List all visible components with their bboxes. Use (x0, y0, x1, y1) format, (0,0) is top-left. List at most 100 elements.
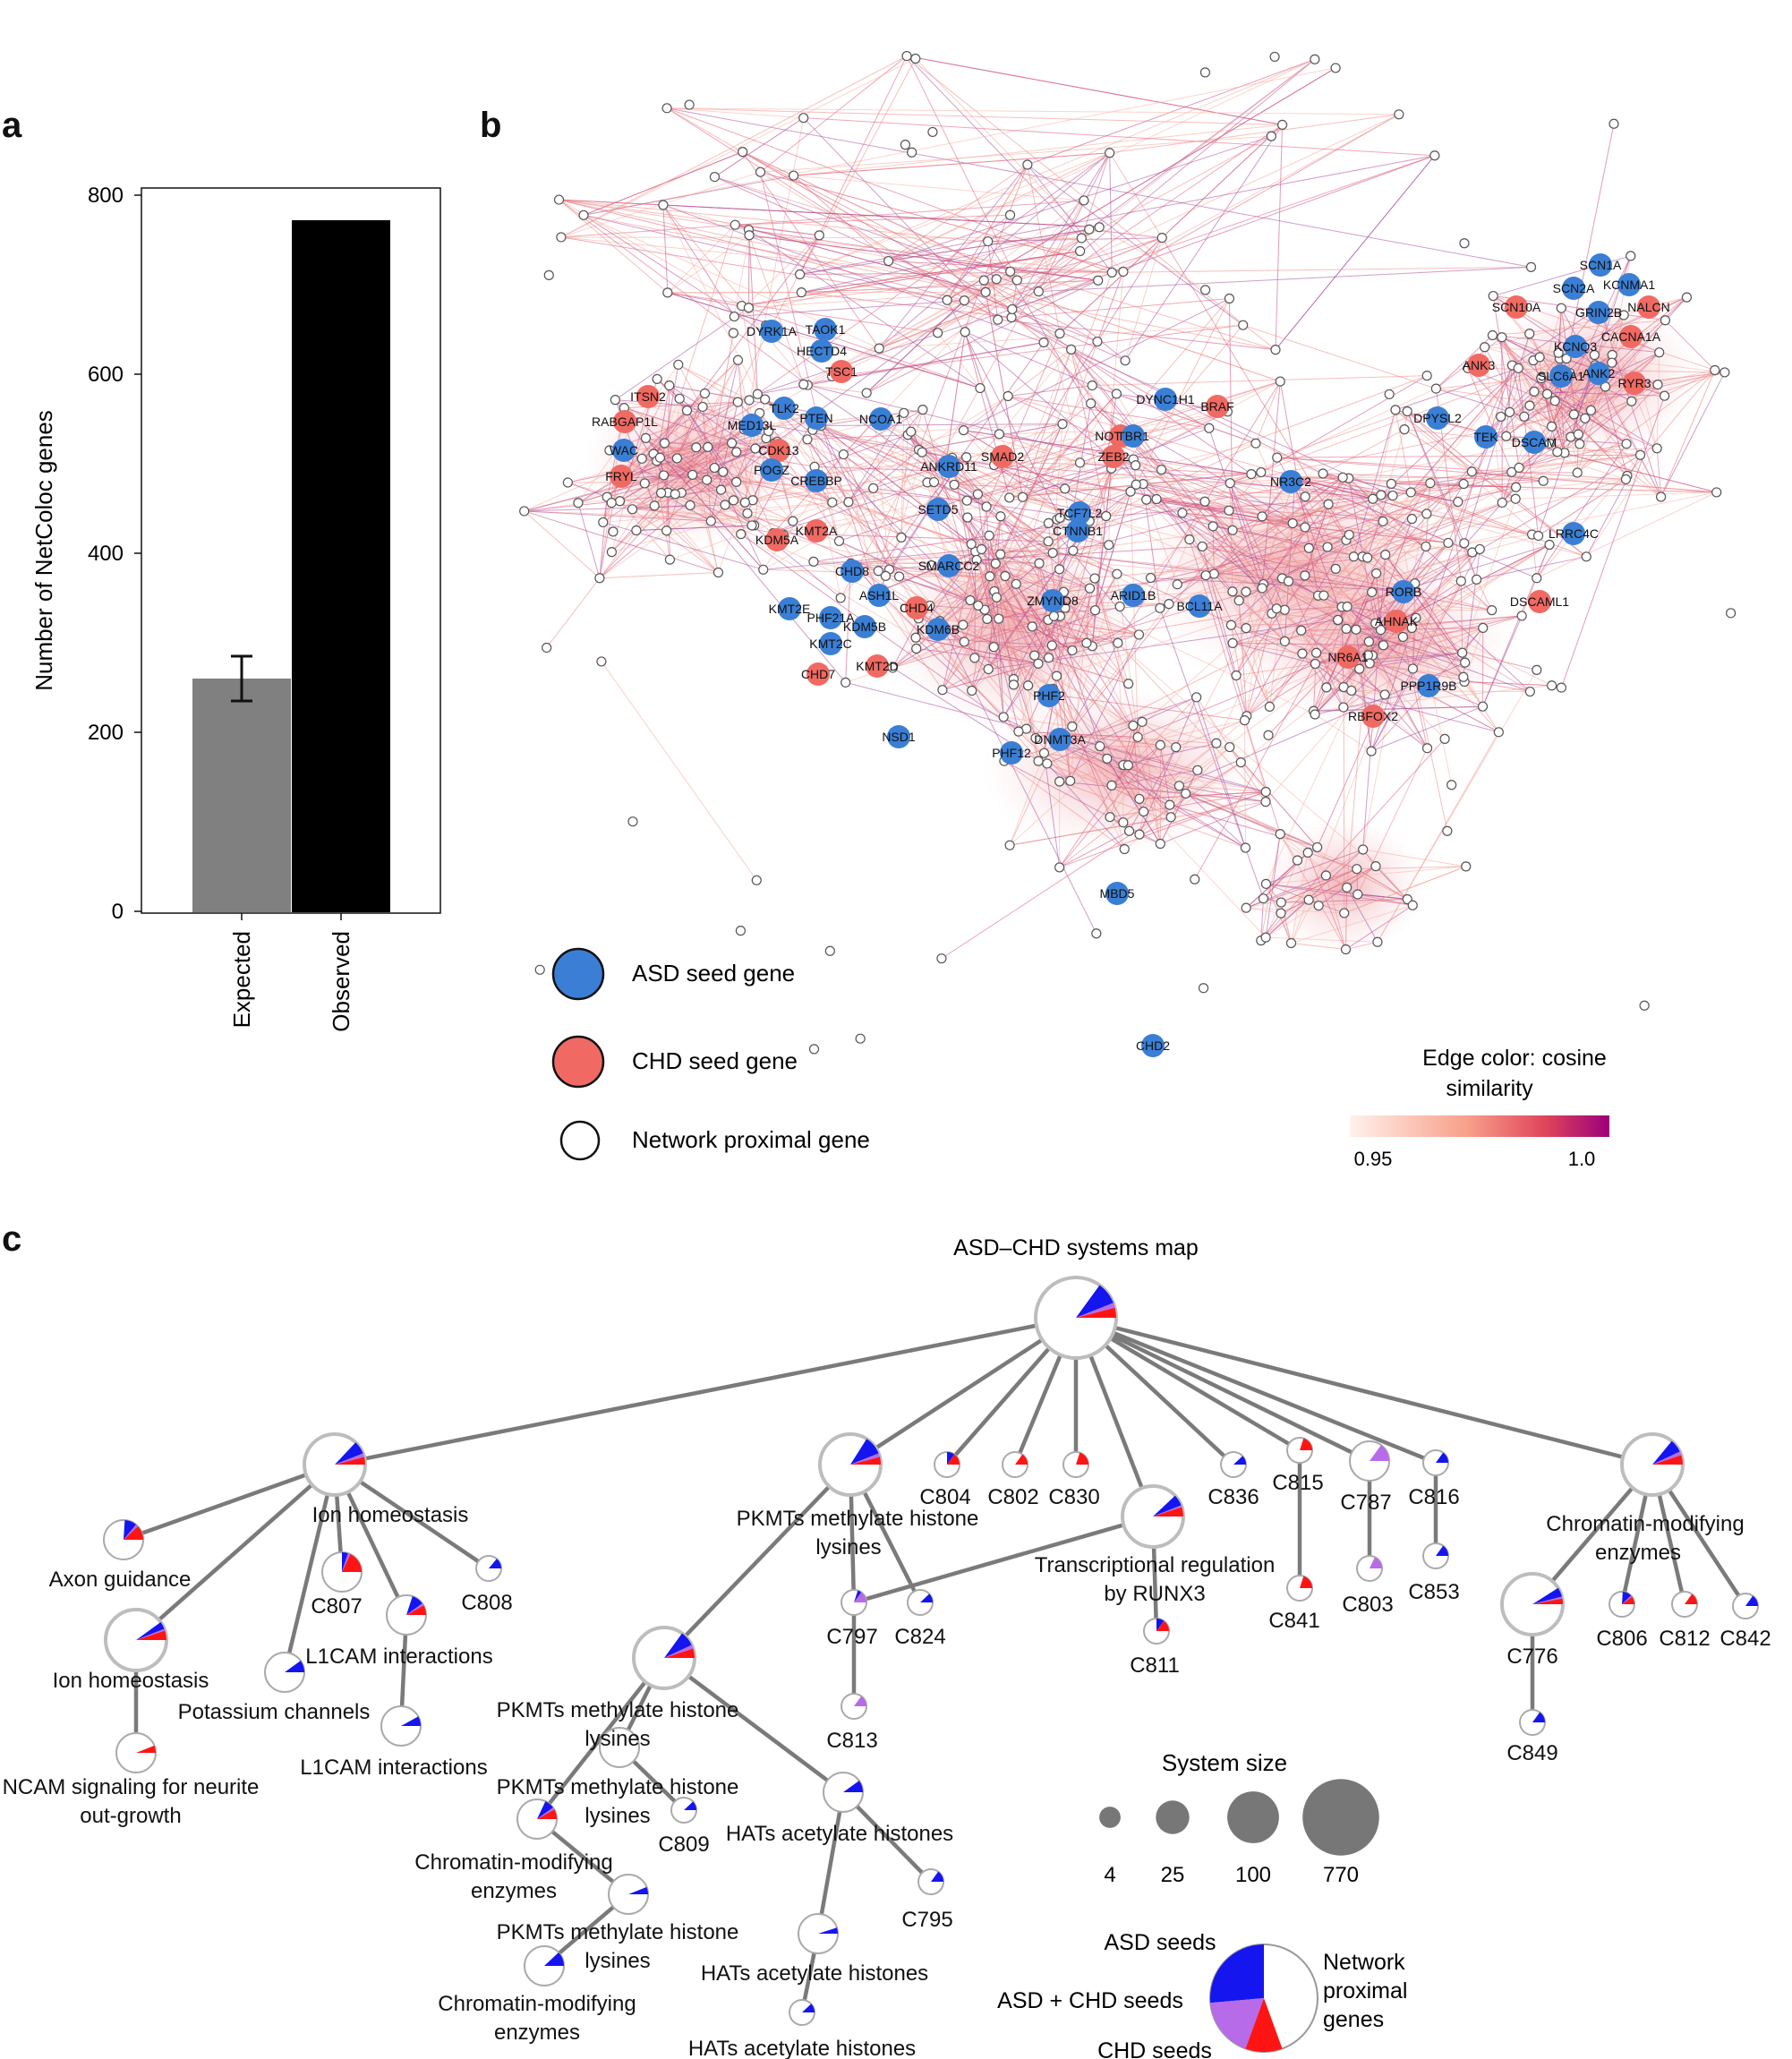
proximal-gene-node (534, 964, 545, 975)
proximal-gene-node (709, 462, 720, 474)
network-edge (1367, 478, 1626, 559)
network-edge (559, 199, 669, 294)
network-edge (806, 434, 909, 440)
system-label-hat1: HATs acetylate histones (726, 1822, 953, 1846)
proximal-gene-node (1272, 452, 1283, 463)
pie-asd (285, 1661, 304, 1672)
gene-label: PHF12 (992, 746, 1031, 760)
network-edge (1276, 457, 1717, 493)
proximal-gene-node (874, 343, 884, 354)
network-edge (1294, 475, 1363, 558)
proximal-gene-node (1139, 806, 1149, 817)
network-edge (1034, 568, 1061, 656)
proximal-gene-node (1378, 640, 1389, 651)
network-edge (559, 199, 742, 307)
proximal-gene-node (1300, 570, 1310, 581)
network-edge (559, 199, 820, 236)
network-edge (689, 479, 708, 506)
network-edge (692, 474, 719, 573)
gene-label: SCN2A (1553, 281, 1595, 295)
network-edge (560, 56, 908, 238)
network-edge (1230, 388, 1437, 484)
gene-label: SCN1A (1580, 258, 1622, 272)
seed-node-chd2 (1141, 1034, 1165, 1057)
proximal-gene-node (1007, 303, 1018, 315)
gene-label: WAC (610, 443, 638, 457)
system-label-chrom1: Chromatin-modifying enzymes (1546, 1512, 1744, 1565)
network-edge (1141, 721, 1217, 744)
network-edge (607, 496, 755, 526)
network-edge (645, 437, 841, 599)
proximal-gene-node (1131, 460, 1141, 471)
network-edge (741, 305, 758, 395)
proximal-gene-node (662, 287, 673, 298)
proximal-gene-node (1443, 537, 1454, 549)
network-edge (748, 291, 986, 309)
network-edge (845, 681, 1027, 730)
network-edge (1367, 367, 1519, 559)
systems-map-nodes (103, 1276, 1759, 2026)
seed-node-cdk13 (767, 439, 790, 462)
system-node-potassium (264, 1652, 305, 1693)
network-edge (1323, 534, 1539, 596)
proximal-gene-node (1538, 475, 1549, 486)
network-edge (996, 596, 1049, 659)
proximal-gene-node (1652, 380, 1663, 390)
proximal-gene-node (949, 479, 960, 491)
proximal-gene-node (1439, 733, 1450, 744)
pie-chd (1685, 1593, 1697, 1604)
network-edge (1406, 411, 1587, 558)
system-label-chrom3: Chromatin-modifying enzymes (438, 1992, 636, 2045)
proximal-gene-node (1618, 310, 1629, 320)
proximal-gene-node (1046, 640, 1057, 651)
network-edge (1345, 904, 1413, 950)
network-edge (1054, 694, 1245, 722)
network-edge (866, 251, 1080, 394)
proximal-gene-node (1421, 371, 1432, 381)
proximal-gene-node (936, 953, 947, 964)
network-edge (946, 241, 989, 301)
asd-seed-legend-swatch (551, 947, 605, 1001)
proximal-gene-node (1192, 765, 1203, 775)
proximal-gene-node (1256, 466, 1267, 478)
network-edge (793, 152, 1110, 176)
proximal-gene-node (1303, 543, 1314, 553)
network-edge (1027, 164, 1061, 334)
network-edge (1232, 591, 1270, 707)
chd-seed-legend-swatch (551, 1035, 605, 1089)
edge-legend-min: 0.95 (1354, 1148, 1393, 1170)
proximal-gene-node (833, 535, 845, 547)
network-edge (845, 563, 851, 683)
network-edge (1536, 491, 1717, 579)
network-edge (1414, 583, 1483, 707)
network-edge (1204, 500, 1338, 621)
gene-label: BCL11A (1176, 599, 1223, 613)
network-edge (999, 433, 1080, 464)
proximal-gene-node (1047, 548, 1058, 559)
proximal-gene-node (1004, 492, 1015, 503)
system-label-c776: C776 (1506, 1645, 1557, 1669)
network-edge (1357, 893, 1413, 906)
proximal-gene-node (1342, 882, 1353, 893)
proximal-gene-node (654, 452, 666, 463)
seed-node-dscam (1523, 431, 1546, 454)
network-edge (945, 331, 966, 462)
network-edge (1460, 581, 1463, 654)
network-edge (1357, 748, 1428, 895)
pie-legend-asd-wedge (1210, 1944, 1264, 2003)
network-edge (662, 204, 1045, 344)
network-edge (1314, 486, 1516, 715)
proximal-gene-node (1122, 760, 1133, 771)
proximal-gene-node (901, 50, 912, 62)
proximal-gene-node (910, 632, 921, 643)
gene-label: TSC1 (825, 364, 858, 379)
proximal-gene-node (824, 945, 835, 956)
pie-legend-chd-wedge (1245, 1998, 1283, 2052)
network-edge (1411, 491, 1458, 503)
size-legend-value: 4 (1104, 1863, 1115, 1887)
proximal-gene-node (1384, 389, 1395, 400)
network-edge (1279, 833, 1298, 861)
proximal-gene-node (728, 495, 739, 506)
proximal-gene-node (1125, 486, 1136, 497)
proximal-gene-node (1224, 293, 1235, 304)
